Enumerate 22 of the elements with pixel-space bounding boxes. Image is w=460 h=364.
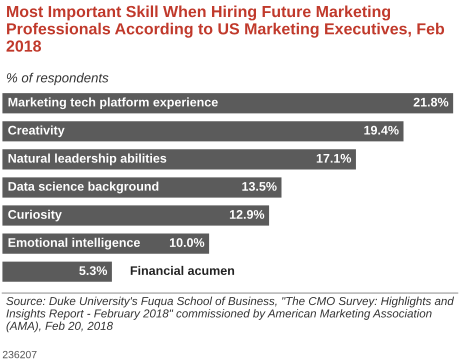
data-label: 12.9% bbox=[230, 210, 264, 219]
y-tick-label: Natural leadership abilities bbox=[8, 154, 166, 166]
bar bbox=[2, 121, 404, 142]
y-tick-label: Curiosity bbox=[8, 210, 62, 222]
bar bbox=[2, 262, 112, 282]
data-label: 10.0% bbox=[170, 238, 204, 247]
text: 236207 bbox=[2, 350, 37, 358]
data-label: 21.8% bbox=[414, 98, 448, 107]
data-label: 13.5% bbox=[242, 182, 277, 191]
chart-title: Most Important Skill When Hiring Future Marketing Professionals According to US Marketing Executives, Feb 2018 bbox=[6, 5, 444, 52]
y-tick-label: Data science background bbox=[8, 182, 158, 194]
y-tick-label: Emotional intelligence bbox=[8, 238, 140, 250]
chart-subtitle: % of respondents bbox=[6, 72, 108, 86]
data-label: 19.4% bbox=[364, 126, 399, 135]
y-tick-label: Creativity bbox=[8, 125, 65, 138]
data-label: 17.1% bbox=[316, 154, 352, 163]
y-tick-label: Marketing tech platform experience bbox=[8, 97, 218, 110]
bar bbox=[2, 93, 454, 114]
data-label: 5.3% bbox=[79, 266, 108, 276]
bar bbox=[2, 205, 270, 226]
source-note: Source: Duke University's Fuqua School of Business, "The CMO Survey: Highlights and Insights Report - February 2018" commissioned by American Marketing Association (AMA), Feb 20, 2018 bbox=[6, 296, 454, 332]
y-tick-label: Financial acumen bbox=[130, 266, 234, 276]
